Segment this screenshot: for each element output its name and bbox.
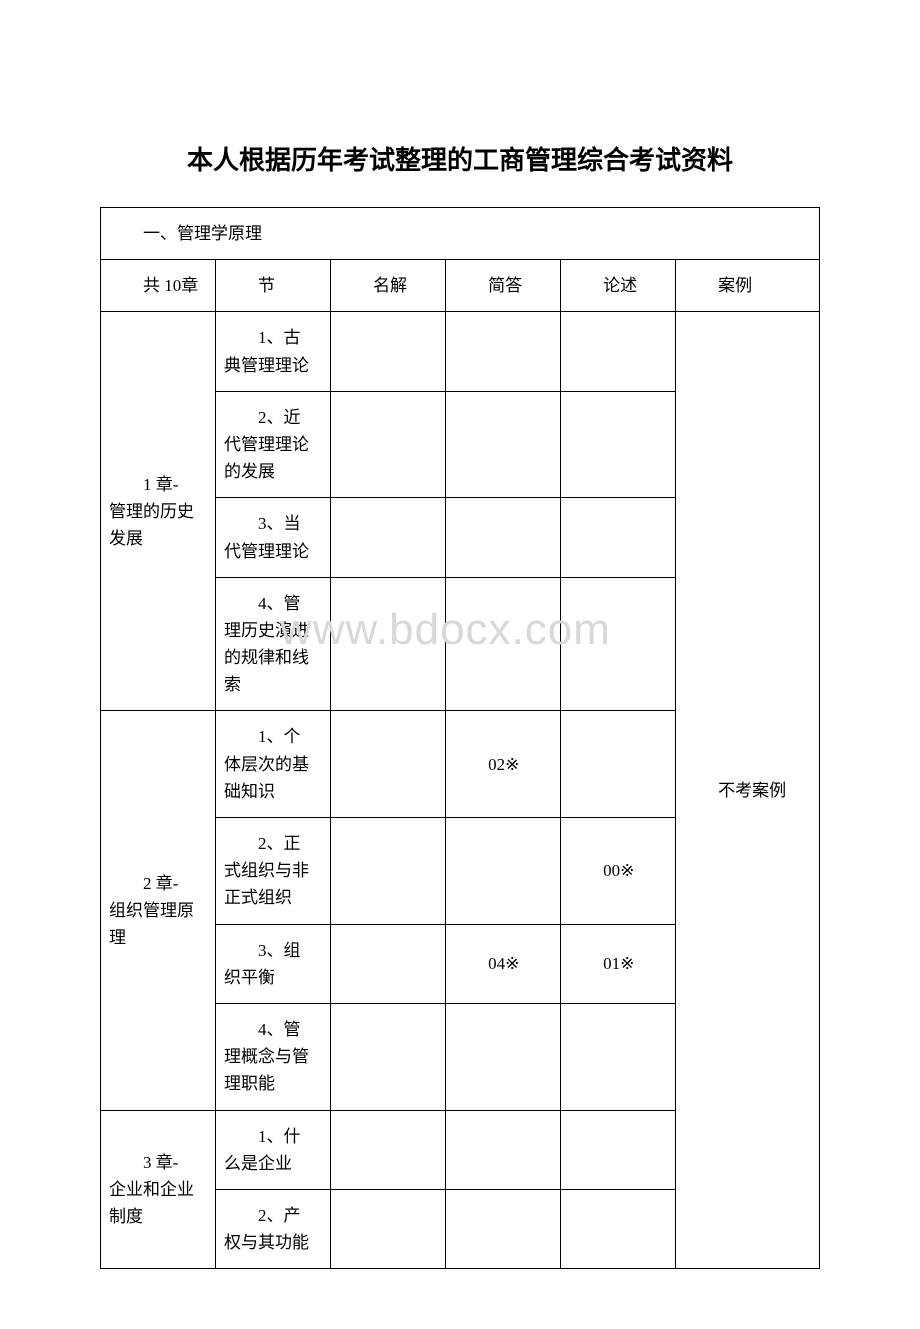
data-cell	[561, 498, 676, 577]
data-cell	[331, 711, 446, 818]
chapter-cell: 2 章-组织管理原理	[101, 711, 216, 1110]
document-page: 本人根据历年考试整理的工商管理综合考试资料 一、管理学原理 共 10章 节 名解…	[0, 0, 920, 1329]
data-cell	[561, 577, 676, 711]
data-cell: 02※	[446, 711, 561, 818]
chapter-cell: 1 章-管理的历史发展	[101, 312, 216, 711]
data-cell	[446, 498, 561, 577]
section-cell: 2、产权与其功能	[216, 1189, 331, 1268]
section-header-row: 一、管理学原理	[101, 208, 820, 260]
data-cell	[331, 1189, 446, 1268]
col-section: 节	[216, 260, 331, 312]
data-cell	[561, 1189, 676, 1268]
section-cell: 1、什么是企业	[216, 1110, 331, 1189]
col-jianda: 简答	[446, 260, 561, 312]
data-cell	[561, 711, 676, 818]
data-cell	[446, 1110, 561, 1189]
data-cell	[446, 1003, 561, 1110]
data-cell	[561, 312, 676, 391]
data-cell	[331, 1110, 446, 1189]
col-anli: 案例	[676, 260, 820, 312]
data-cell	[446, 818, 561, 925]
data-cell: 01※	[561, 924, 676, 1003]
data-cell	[331, 1003, 446, 1110]
data-cell	[561, 1003, 676, 1110]
section-cell: 2、正式组织与非正式组织	[216, 818, 331, 925]
chapter-cell: 3 章-企业和企业制度	[101, 1110, 216, 1269]
data-cell	[331, 924, 446, 1003]
data-cell	[446, 391, 561, 498]
table-row: 1 章-管理的历史发展 1、古典管理理论 不考案例	[101, 312, 820, 391]
section-cell: 1、古典管理理论	[216, 312, 331, 391]
exam-table: 一、管理学原理 共 10章 节 名解 简答 论述 案例 1 章-管理的历史发展 …	[100, 207, 820, 1269]
data-cell	[561, 391, 676, 498]
section-cell: 3、组织平衡	[216, 924, 331, 1003]
data-cell: 04※	[446, 924, 561, 1003]
data-cell	[331, 577, 446, 711]
section-cell: 3、当代管理理论	[216, 498, 331, 577]
column-header-row: 共 10章 节 名解 简答 论述 案例	[101, 260, 820, 312]
col-mingjie: 名解	[331, 260, 446, 312]
data-cell: 00※	[561, 818, 676, 925]
col-chapter: 共 10章	[101, 260, 216, 312]
data-cell	[331, 498, 446, 577]
col-lunshu: 论述	[561, 260, 676, 312]
section-header-cell: 一、管理学原理	[101, 208, 820, 260]
data-cell	[331, 312, 446, 391]
case-note-cell: 不考案例	[676, 312, 820, 1269]
page-title: 本人根据历年考试整理的工商管理综合考试资料	[100, 140, 820, 177]
data-cell	[331, 391, 446, 498]
data-cell	[446, 577, 561, 711]
section-cell: 1、个体层次的基础知识	[216, 711, 331, 818]
section-cell: 4、管理历史演进的规律和线索	[216, 577, 331, 711]
section-cell: 2、近代管理理论的发展	[216, 391, 331, 498]
data-cell	[561, 1110, 676, 1189]
section-cell: 4、管理概念与管理职能	[216, 1003, 331, 1110]
data-cell	[446, 1189, 561, 1268]
data-cell	[446, 312, 561, 391]
data-cell	[331, 818, 446, 925]
